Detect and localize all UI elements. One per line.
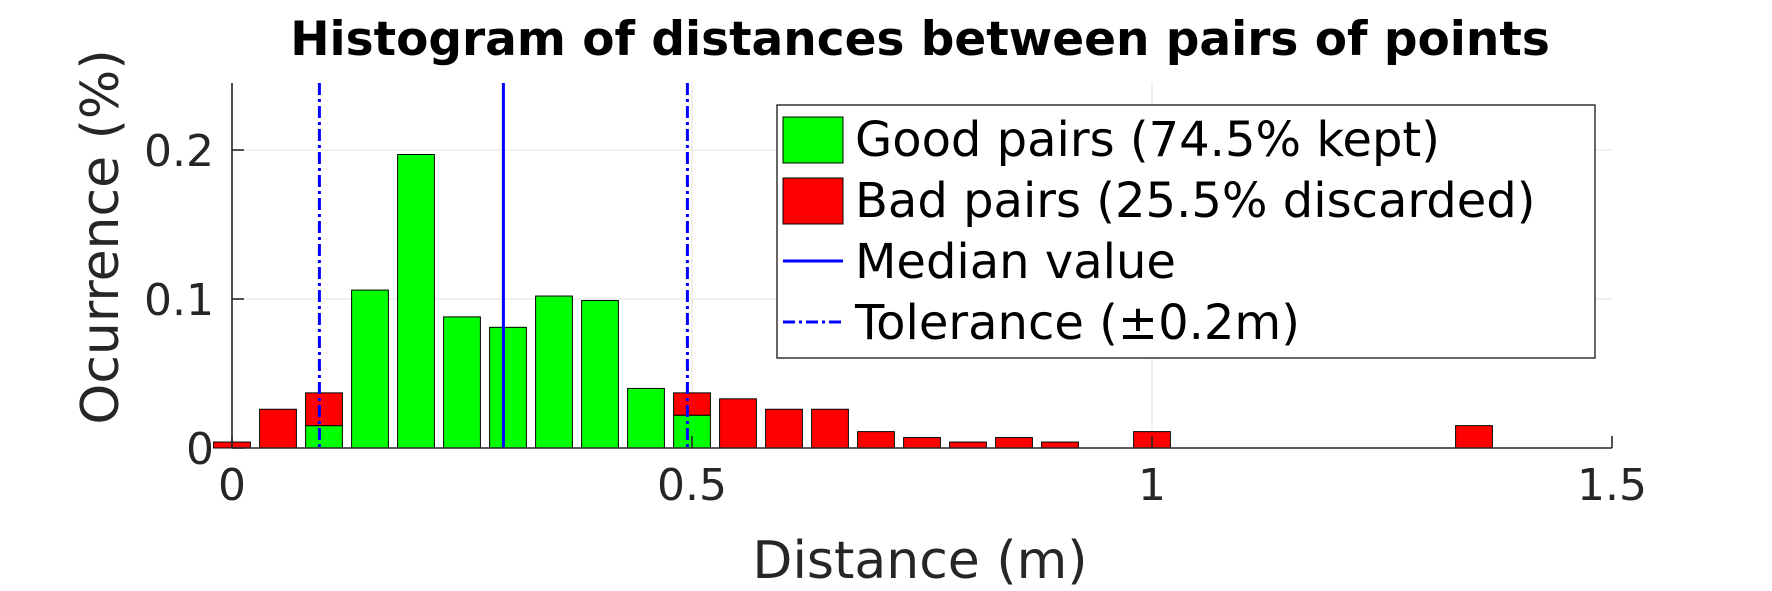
bad-pairs-bar [673, 392, 711, 416]
good-pairs-bar [535, 295, 573, 449]
bad-pairs-bar [949, 441, 987, 449]
plot-area: 0 0.5 1 1.5 0 0.1 0.2 [144, 83, 1647, 511]
good-pairs-bar [581, 300, 619, 449]
legend: Good pairs (74.5% kept)Bad pairs (25.5% … [776, 104, 1596, 359]
x-tick-label: 1.5 [1577, 460, 1647, 511]
legend-box [776, 104, 1596, 359]
good-pairs-bar [627, 387, 665, 449]
x-axis-label: Distance (m) [752, 531, 1087, 591]
good-pairs-bar [351, 289, 389, 449]
legend-label: Bad pairs (25.5% discarded) [855, 173, 1535, 229]
y-tick-label: 0 [186, 424, 214, 475]
good-pairs-bar [443, 316, 481, 449]
bad-pairs-bar [811, 408, 849, 449]
legend-swatch [782, 177, 844, 225]
bad-pairs-bar [1041, 441, 1079, 449]
legend-label: Median value [855, 234, 1176, 290]
bad-pairs-bar [903, 437, 941, 449]
x-tick-label: 1 [1138, 460, 1166, 511]
legend-label: Good pairs (74.5% kept) [855, 112, 1440, 168]
good-pairs-bar [305, 425, 343, 449]
bad-pairs-bar [995, 437, 1033, 449]
y-tick-label: 0.1 [144, 275, 214, 326]
x-tick-label: 0 [218, 460, 246, 511]
good-pairs-bar [397, 154, 435, 449]
y-axis-label: Ocurrence (%) [71, 49, 131, 424]
chart-title: Histogram of distances between pairs of … [290, 12, 1550, 67]
bad-pairs-bar [1455, 425, 1493, 449]
bad-pairs-bar [857, 431, 895, 449]
y-tick-label: 0.2 [144, 126, 214, 177]
bad-pairs-bar [305, 392, 343, 427]
bad-pairs-bar [765, 408, 803, 449]
bad-pairs-bar [259, 408, 297, 449]
legend-label: Tolerance (±0.2m) [854, 295, 1300, 351]
bad-pairs-bar [719, 398, 757, 449]
legend-swatch [782, 116, 844, 164]
good-pairs-bar [489, 326, 527, 449]
x-tick-label: 0.5 [657, 460, 727, 511]
